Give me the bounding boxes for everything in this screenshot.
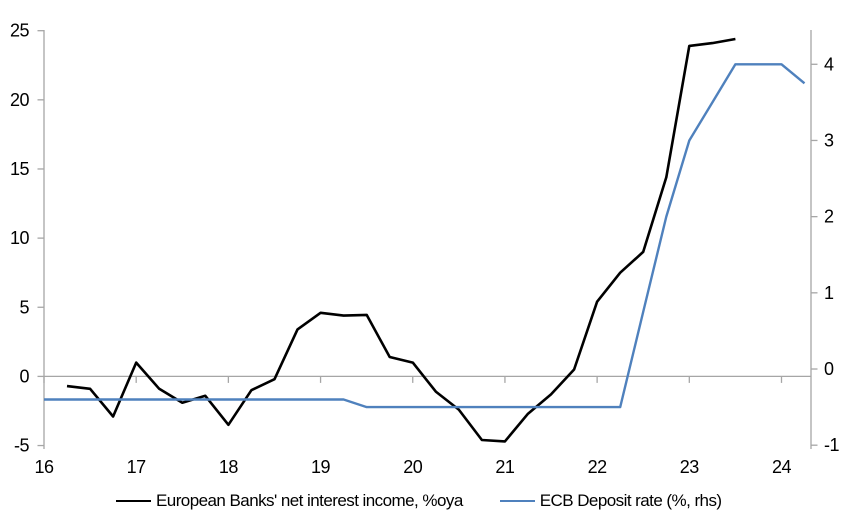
x-tick-label: 22 <box>588 457 608 477</box>
y-left-tick-label: 5 <box>19 297 29 317</box>
legend-line-swatch-black <box>116 500 151 502</box>
y-right-tick-label: 4 <box>824 54 834 74</box>
legend-item-ecb: ECB Deposit rate (%, rhs) <box>499 491 722 511</box>
y-right-tick-label: 3 <box>824 130 834 150</box>
y-left-tick-label: 10 <box>10 228 30 248</box>
series-line-european-banks-nii <box>66 37 736 443</box>
y-left-tick-label: 25 <box>10 21 30 41</box>
x-tick-label: 23 <box>680 457 700 477</box>
series-line-ecb-deposit-rate <box>44 63 806 409</box>
y-left-tick-label: 20 <box>10 90 30 110</box>
chart-legend: European Banks' net interest income, %oy… <box>116 491 722 511</box>
legend-label-ecb: ECB Deposit rate (%, rhs) <box>539 491 722 510</box>
x-tick-label: 20 <box>403 457 423 477</box>
y-right-tick-label: 1 <box>824 283 834 303</box>
x-tick-label: 16 <box>34 457 54 477</box>
x-tick-label: 18 <box>219 457 239 477</box>
y-left-tick-label: -5 <box>14 436 29 456</box>
x-tick-label: 24 <box>772 457 792 477</box>
y-left-tick-label: 0 <box>19 366 29 386</box>
y-right-tick-label: -1 <box>824 435 839 455</box>
legend-line-swatch-blue <box>499 500 535 502</box>
y-right-tick-label: 0 <box>824 359 834 379</box>
y-left-tick-label: 15 <box>10 159 30 179</box>
legend-item-nii: European Banks' net interest income, %oy… <box>116 491 463 511</box>
x-tick-label: 19 <box>311 457 331 477</box>
legend-label-nii: European Banks' net interest income, %oy… <box>156 491 463 510</box>
y-right-tick-label: 2 <box>824 207 834 227</box>
x-tick-label: 21 <box>495 457 515 477</box>
x-tick-label: 17 <box>127 457 147 477</box>
